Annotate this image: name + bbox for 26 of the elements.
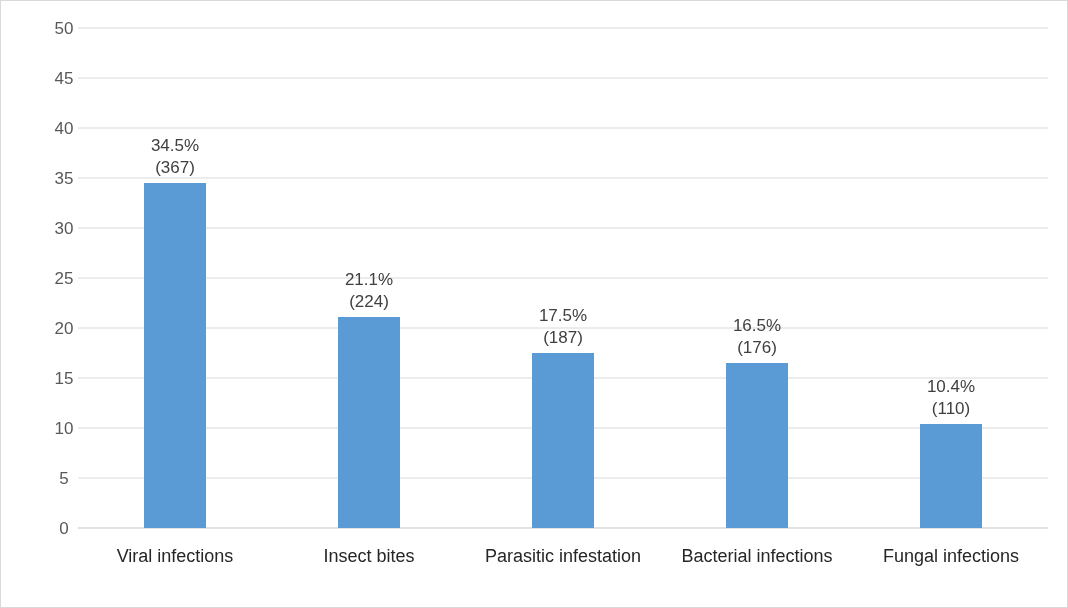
- y-tick-label: 35: [54, 168, 74, 188]
- y-tick-label: 20: [54, 318, 74, 338]
- x-tick-label: Bacterial infections: [681, 546, 833, 566]
- data-label: 34.5% (367): [150, 136, 200, 177]
- y-tick-label: 5: [59, 468, 69, 488]
- y-tick-label: 50: [54, 18, 74, 38]
- bar: [144, 183, 206, 528]
- data-label: 17.5% (187): [538, 306, 588, 347]
- x-tick-label: Fungal infections: [882, 546, 1020, 566]
- data-label: 21.1% (224): [344, 270, 394, 311]
- data-label: 16.5% (176): [732, 316, 782, 357]
- y-tick-label: 40: [54, 118, 74, 138]
- x-tick-label: Viral infections: [116, 546, 234, 566]
- bar: [532, 353, 594, 528]
- y-tick-label: 25: [54, 268, 74, 288]
- bar: [338, 317, 400, 528]
- y-tick-label: 30: [54, 218, 74, 238]
- bar: [726, 363, 788, 528]
- y-tick-label: 45: [54, 68, 74, 88]
- x-tick-label: Insect bites: [323, 546, 415, 566]
- y-tick-label: 0: [59, 518, 69, 538]
- y-tick-label: 10: [54, 418, 74, 438]
- y-tick-label: 15: [54, 368, 74, 388]
- bar: [920, 424, 982, 528]
- x-tick-label: Parasitic infestation: [484, 546, 642, 566]
- data-label: 10.4% (110): [926, 377, 976, 418]
